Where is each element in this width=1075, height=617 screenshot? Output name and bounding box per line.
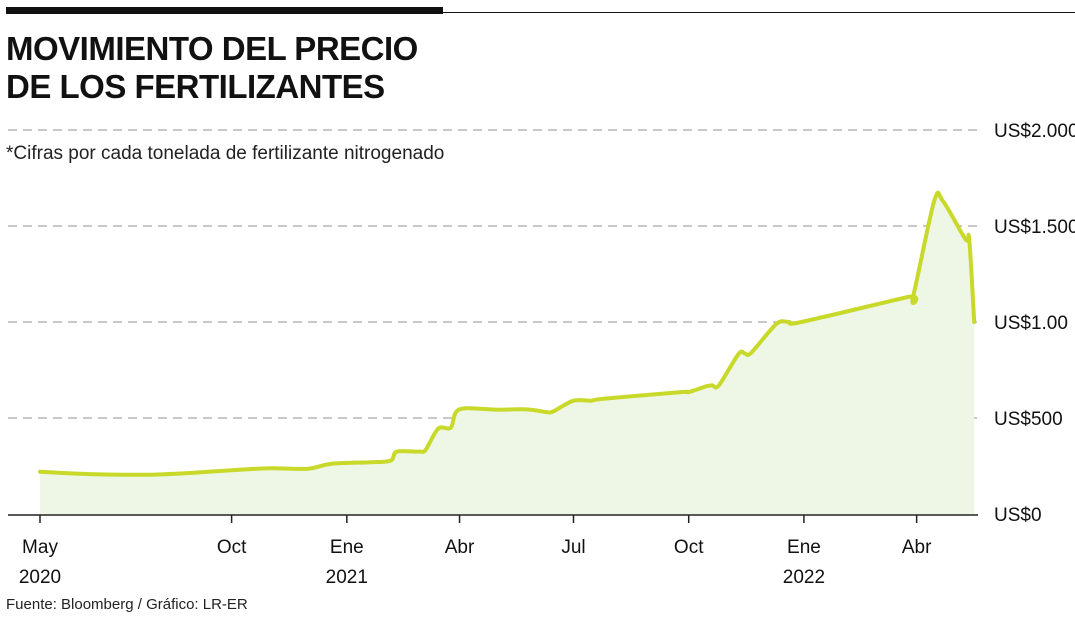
title-line-2: DE LOS FERTILIZANTES bbox=[6, 68, 385, 105]
title-bar bbox=[6, 7, 443, 14]
x-axis bbox=[8, 514, 978, 523]
source-note: Fuente: Bloomberg / Gráfico: LR-ER bbox=[6, 596, 248, 613]
x-tick-label: Ene bbox=[787, 537, 821, 558]
x-tick-year-label: 2021 bbox=[326, 567, 368, 588]
chart-subtitle: *Cifras por cada tonelada de fertilizant… bbox=[6, 143, 445, 164]
x-tick-label: Abr bbox=[902, 537, 932, 558]
x-tick-label: May bbox=[22, 537, 58, 558]
x-tick-label: Ene bbox=[330, 537, 364, 558]
price-area bbox=[40, 192, 975, 514]
x-tick-year-label: 2022 bbox=[783, 567, 825, 588]
y-tick-label: US$500 bbox=[994, 409, 1063, 430]
y-tick-label: US$1.500 bbox=[994, 217, 1075, 238]
title-line-1: MOVIMIENTO DEL PRECIO bbox=[6, 30, 418, 67]
y-tick-label: US$0 bbox=[994, 505, 1042, 526]
x-tick-label: Oct bbox=[217, 537, 247, 558]
y-tick-label: US$2.000 bbox=[994, 121, 1075, 142]
x-tick-year-label: 2020 bbox=[19, 567, 61, 588]
x-tick-label: Abr bbox=[445, 537, 475, 558]
y-tick-label: US$1.00 bbox=[994, 313, 1068, 334]
top-rule bbox=[443, 12, 1075, 13]
price-line bbox=[38, 190, 977, 477]
chart-title: MOVIMIENTO DEL PRECIO DE LOS FERTILIZANT… bbox=[6, 30, 418, 106]
x-tick-label: Oct bbox=[674, 537, 704, 558]
axis-labels: US$0 US$500 US$1.00 US$1.500 US$2.000 May 2020… bbox=[19, 121, 1075, 588]
x-tick-label: Jul bbox=[561, 537, 585, 558]
